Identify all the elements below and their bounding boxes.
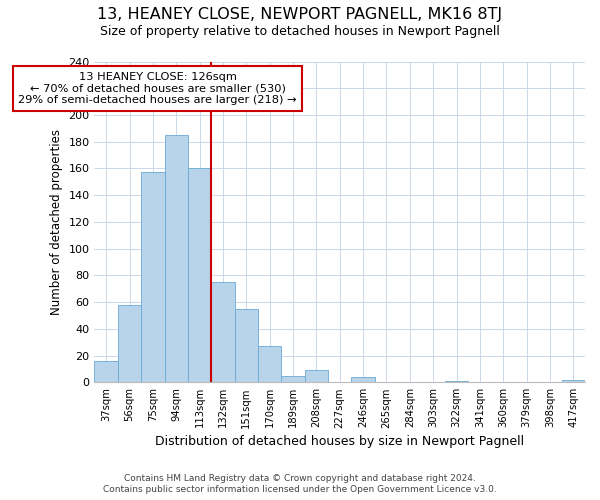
Bar — [118, 305, 141, 382]
Bar — [235, 309, 258, 382]
X-axis label: Distribution of detached houses by size in Newport Pagnell: Distribution of detached houses by size … — [155, 434, 524, 448]
Bar — [258, 346, 281, 383]
Bar — [352, 377, 375, 382]
Bar — [141, 172, 164, 382]
Text: 13 HEANEY CLOSE: 126sqm
← 70% of detached houses are smaller (530)
29% of semi-d: 13 HEANEY CLOSE: 126sqm ← 70% of detache… — [18, 72, 297, 106]
Text: Size of property relative to detached houses in Newport Pagnell: Size of property relative to detached ho… — [100, 24, 500, 38]
Bar — [94, 361, 118, 382]
Bar — [305, 370, 328, 382]
Text: Contains HM Land Registry data © Crown copyright and database right 2024.
Contai: Contains HM Land Registry data © Crown c… — [103, 474, 497, 494]
Y-axis label: Number of detached properties: Number of detached properties — [50, 129, 63, 315]
Bar — [164, 135, 188, 382]
Bar — [281, 376, 305, 382]
Bar — [188, 168, 211, 382]
Text: 13, HEANEY CLOSE, NEWPORT PAGNELL, MK16 8TJ: 13, HEANEY CLOSE, NEWPORT PAGNELL, MK16 … — [97, 8, 503, 22]
Bar — [562, 380, 585, 382]
Bar — [211, 282, 235, 382]
Bar — [445, 381, 468, 382]
